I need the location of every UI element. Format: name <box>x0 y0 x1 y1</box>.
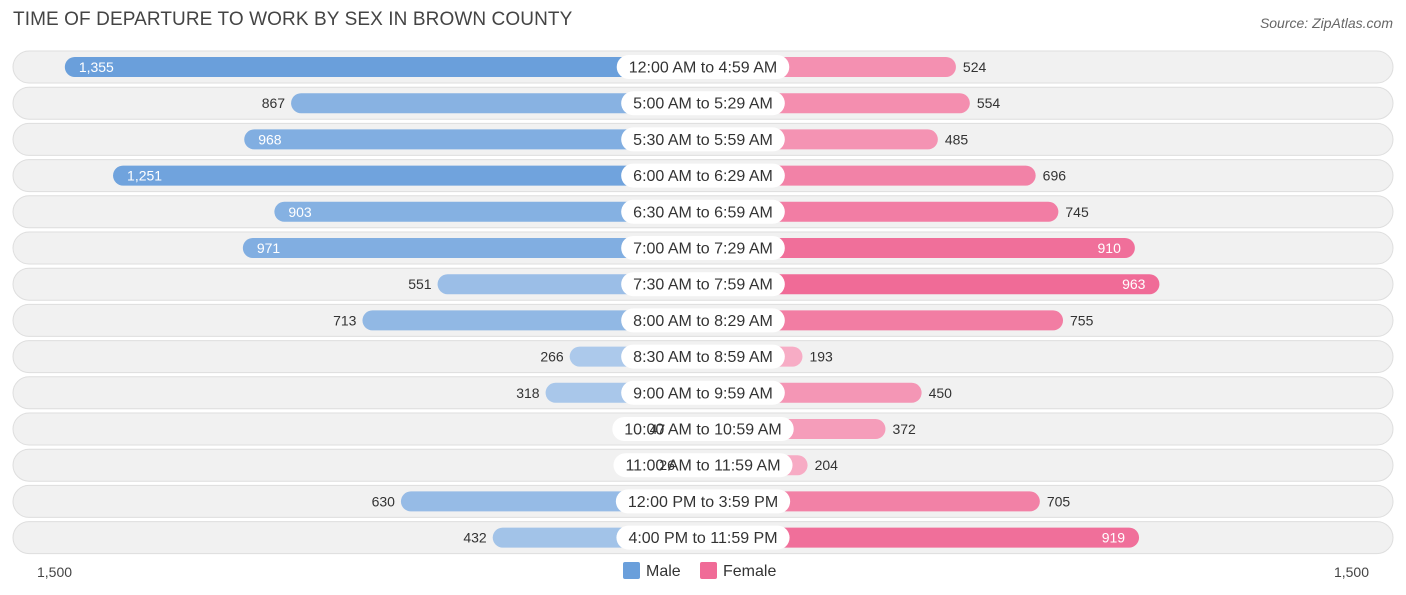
category-label: 6:00 AM to 6:29 AM <box>633 168 773 185</box>
male-value-label: 1,251 <box>127 168 162 184</box>
male-value-label: 432 <box>463 530 487 546</box>
female-bar[interactable] <box>703 165 1036 186</box>
category-label: 4:00 PM to 11:59 PM <box>628 530 777 547</box>
female-value-label: 755 <box>1070 312 1094 328</box>
category-label: 5:00 AM to 5:29 AM <box>633 96 773 113</box>
female-value-label: 910 <box>1098 240 1122 256</box>
category-label: 7:30 AM to 7:59 AM <box>633 277 773 294</box>
female-value-label: 696 <box>1043 168 1067 184</box>
female-value-label: 919 <box>1102 530 1126 546</box>
male-value-label: 971 <box>257 240 281 256</box>
male-bar[interactable] <box>274 201 703 222</box>
category-label: 6:30 AM to 6:59 AM <box>633 204 773 221</box>
category-label: 12:00 AM to 4:59 AM <box>629 60 778 77</box>
legend-female-label: Female <box>723 563 776 580</box>
category-label-pill <box>613 453 793 478</box>
female-bar[interactable] <box>703 274 1160 295</box>
female-value-label: 524 <box>963 59 987 75</box>
category-label: 7:00 AM to 7:29 AM <box>633 241 773 258</box>
male-value-label: 630 <box>372 493 396 509</box>
category-label-pill <box>612 417 794 441</box>
female-bar[interactable] <box>703 527 1140 548</box>
category-label: 9:00 AM to 9:59 AM <box>633 385 773 402</box>
female-value-label: 705 <box>1047 493 1071 509</box>
male-bar[interactable] <box>113 165 704 186</box>
legend-male-swatch <box>623 562 640 579</box>
category-label-pill <box>621 199 785 224</box>
female-value-label: 450 <box>929 385 953 401</box>
category-label-pill <box>616 525 790 550</box>
female-value-label: 193 <box>809 349 833 365</box>
male-value-label: 968 <box>258 131 282 147</box>
category-label-pill <box>621 163 785 188</box>
legend-female-swatch <box>700 562 717 579</box>
chart-title: TIME OF DEPARTURE TO WORK BY SEX IN BROW… <box>13 9 573 30</box>
male-value-label: 551 <box>408 276 432 292</box>
male-bar[interactable] <box>242 238 703 258</box>
source-credit: Source: ZipAtlas.com <box>1259 15 1393 31</box>
male-bar[interactable] <box>362 310 703 331</box>
male-value-label: 1,355 <box>79 59 114 75</box>
male-value-label: 318 <box>516 385 540 401</box>
female-value-label: 554 <box>977 95 1001 111</box>
male-value-label: 47 <box>650 421 666 437</box>
female-value-label: 485 <box>945 131 969 147</box>
category-label-pill <box>621 344 785 369</box>
axis-left-label: 1,500 <box>37 564 72 580</box>
male-value-label: 266 <box>540 349 564 365</box>
category-label: 12:00 PM to 3:59 PM <box>628 494 778 511</box>
category-label: 8:30 AM to 8:59 AM <box>633 349 773 366</box>
category-label-pill <box>621 127 785 152</box>
female-bar[interactable] <box>703 238 1135 258</box>
male-bar[interactable] <box>64 57 703 77</box>
category-label-pill <box>621 91 785 116</box>
category-label: 5:30 AM to 5:59 AM <box>633 132 773 149</box>
female-bar[interactable] <box>703 310 1064 331</box>
male-value-label: 713 <box>333 312 357 328</box>
female-value-label: 745 <box>1065 204 1089 220</box>
category-label: 11:00 AM to 11:59 AM <box>625 458 780 475</box>
category-label-pill <box>621 380 785 405</box>
category-label-pill <box>615 489 791 514</box>
category-label-pill <box>621 272 785 297</box>
male-bar[interactable] <box>244 129 703 150</box>
male-value-label: 26 <box>659 457 675 473</box>
female-bar[interactable] <box>703 201 1059 222</box>
category-label-pill <box>616 55 790 79</box>
legend-male-label: Male <box>646 563 681 580</box>
female-value-label: 963 <box>1122 276 1146 292</box>
axis-right-label: 1,500 <box>1334 564 1369 580</box>
male-bar[interactable] <box>291 93 703 114</box>
female-value-label: 204 <box>815 457 839 473</box>
category-label: 10:00 AM to 10:59 AM <box>624 422 781 439</box>
category-label: 8:00 AM to 8:29 AM <box>633 313 773 330</box>
male-value-label: 903 <box>288 204 312 220</box>
male-value-label: 867 <box>262 95 286 111</box>
category-label-pill <box>621 308 785 333</box>
category-label-pill <box>621 236 785 260</box>
female-value-label: 372 <box>892 421 916 437</box>
